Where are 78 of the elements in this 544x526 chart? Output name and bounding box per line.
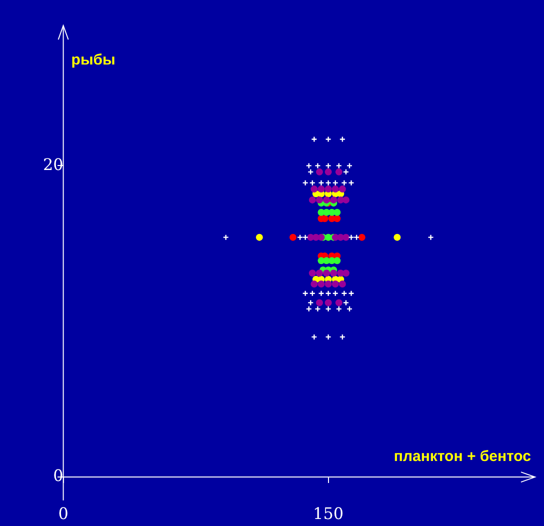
point [325,334,332,340]
point [338,280,346,288]
point [296,234,304,240]
point [332,280,339,288]
point [318,280,325,288]
point [308,168,314,176]
point [256,234,263,241]
point [348,234,354,240]
point [348,290,354,296]
point [346,162,353,169]
point [309,290,316,296]
point [289,234,296,241]
point [308,300,314,306]
point [342,300,350,306]
point [318,186,325,193]
point [339,136,346,142]
point [310,280,318,288]
point [334,215,341,222]
point [338,186,346,193]
point [302,234,308,240]
point [346,306,353,312]
point [353,234,360,240]
point [318,290,324,296]
point [324,186,332,193]
point [314,162,321,169]
point [316,299,323,306]
point [314,306,321,312]
point [316,196,323,204]
point [302,180,308,186]
point [332,186,339,193]
point [342,270,350,277]
point [308,196,316,204]
point [334,208,341,216]
point [309,180,316,186]
point [339,334,346,340]
y-axis-title: рыбы [71,52,116,69]
point [330,196,338,204]
point [324,299,332,306]
point [332,180,338,186]
x-axis-title: планктон + бентос [394,448,531,466]
point [325,136,332,142]
point [325,290,332,296]
point [302,290,308,296]
point [358,234,366,241]
point [222,234,229,240]
point [348,180,354,186]
point [330,270,338,277]
point [335,299,342,306]
point [428,234,434,240]
point [324,280,332,288]
point [306,306,312,312]
point [324,168,332,176]
point [336,306,342,312]
point [342,196,350,204]
point [316,270,323,277]
point [325,306,332,312]
y-tick-label: 20 [42,154,64,174]
point [308,270,316,277]
point [310,186,318,193]
point [341,180,348,186]
point [342,168,350,176]
point [306,162,312,169]
point [311,334,318,340]
point [323,196,330,204]
point [325,162,332,169]
point [341,290,348,296]
point [334,257,341,264]
x-tick-label: 150 [313,504,344,523]
point [318,180,324,186]
point [332,290,338,296]
point [335,168,342,176]
point [342,234,350,241]
point [325,180,332,186]
point [323,270,330,277]
point [394,234,401,241]
point [316,168,323,176]
point [336,162,342,169]
point [311,136,318,142]
